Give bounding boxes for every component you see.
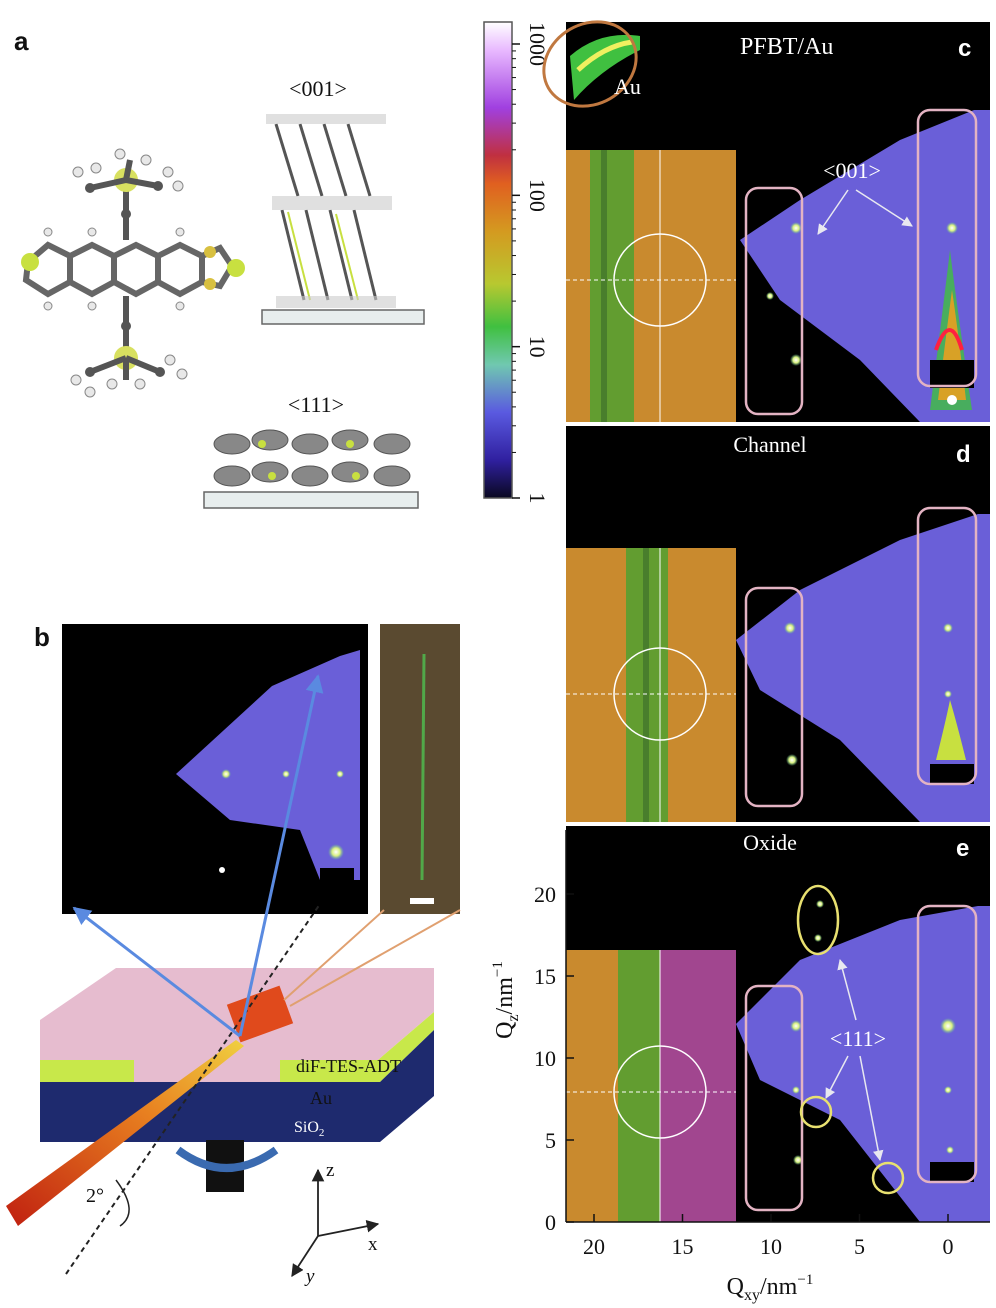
orientation-111-label: <111> <box>288 392 344 417</box>
e-highlight-box-right <box>916 904 978 1184</box>
c-diffraction-wedge <box>740 110 990 422</box>
panel-e: Oxide e <111> <box>566 826 990 1222</box>
sio2-label: SiO2 <box>294 1119 324 1139</box>
e-yellow-circle-bottom <box>871 1161 905 1195</box>
molecular-stack-111 <box>213 429 411 487</box>
b-diffraction-wedge <box>176 650 360 880</box>
d-highlight-box-right <box>916 506 978 786</box>
qxy-tick-label: 15 <box>672 1234 694 1259</box>
beam-footprint <box>226 985 294 1043</box>
molecule-structure <box>21 148 245 398</box>
e-highlight-box-left <box>744 984 804 1212</box>
b-optical-image <box>380 624 460 914</box>
qz-tick-label: 0 <box>545 1210 556 1235</box>
panel-c: Au PFBT/Au c <001> <box>542 20 990 422</box>
panel-c-letter: c <box>958 35 971 62</box>
panel-a: a <box>14 26 425 509</box>
panel-b-letter: b <box>34 622 50 652</box>
film-label: diF-TES-ADT <box>296 1056 401 1076</box>
substrate-001 <box>261 309 425 325</box>
e-diffraction-wedge <box>736 906 990 1222</box>
panel-d: Channel d <box>566 426 990 822</box>
qxy-axis: 20 15 10 5 0 Qxy/nm−1 <box>566 1214 990 1304</box>
scale-bar <box>410 898 434 904</box>
coordinate-axes: z x y <box>291 1160 380 1287</box>
au-peak-label: Au <box>614 74 641 99</box>
surface-normal-dashed <box>65 903 321 1275</box>
c-001-annotation: <001> <box>823 158 881 183</box>
qz-tick-label: 5 <box>545 1128 556 1153</box>
e-yellow-ellipse-top <box>796 884 840 956</box>
c-highlight-box-right <box>916 108 978 388</box>
qxy-tick-label: 0 <box>943 1234 954 1259</box>
scattered-ray-up <box>238 674 324 1037</box>
molecular-stack-001 <box>274 123 378 301</box>
qxy-tick-label: 10 <box>760 1234 782 1259</box>
panel-e-title: Oxide <box>743 830 797 855</box>
qz-axis: 20 15 10 5 0 Qz/nm−1 <box>490 830 574 1235</box>
axis-z-label: z <box>326 1160 334 1181</box>
rotation-arrow <box>175 1146 279 1172</box>
colorbar-tick-label: 10 <box>525 336 550 358</box>
qz-tick-label: 15 <box>534 964 556 989</box>
colorbar-tick-label: 100 <box>525 179 550 212</box>
au-ellipse <box>542 20 638 108</box>
qxy-tick-label: 5 <box>854 1234 865 1259</box>
panel-d-letter: d <box>956 441 971 468</box>
e-111-annotation: <111> <box>830 1026 886 1051</box>
qz-tick-label: 10 <box>534 1046 556 1071</box>
orientation-001-label: <001> <box>289 76 347 101</box>
c-highlight-box-left <box>744 186 804 416</box>
substrate-111 <box>203 491 419 509</box>
au-label: Au <box>310 1088 332 1108</box>
panel-e-letter: e <box>956 835 969 862</box>
qz-axis-label: Qz/nm−1 <box>490 961 522 1039</box>
stack-001-hydrogens <box>266 114 396 308</box>
panel-b: b diF-TES-ADT Au SiO2 2° <box>6 622 461 1287</box>
qxy-axis-label: Qxy/nm−1 <box>727 1272 814 1304</box>
panel-a-letter: a <box>14 26 29 56</box>
panel-c-title: PFBT/Au <box>740 34 833 60</box>
panel-d-title: Channel <box>733 432 806 457</box>
qz-tick-label: 20 <box>534 882 556 907</box>
qxy-ticks: 20 15 10 5 0 <box>583 1214 954 1259</box>
incidence-angle-label: 2° <box>86 1185 104 1207</box>
e-yellow-circle-mid <box>799 1095 833 1129</box>
xray-beam <box>6 1040 244 1226</box>
colorbar-tick-label: 1 <box>525 493 550 504</box>
qxy-tick-label: 20 <box>583 1234 605 1259</box>
scattered-ray-left <box>72 906 241 1038</box>
axis-y-label: y <box>304 1266 315 1287</box>
colorbar-gradient <box>483 21 513 499</box>
d-highlight-box-left <box>744 586 804 808</box>
axis-x-label: x <box>368 1234 378 1255</box>
